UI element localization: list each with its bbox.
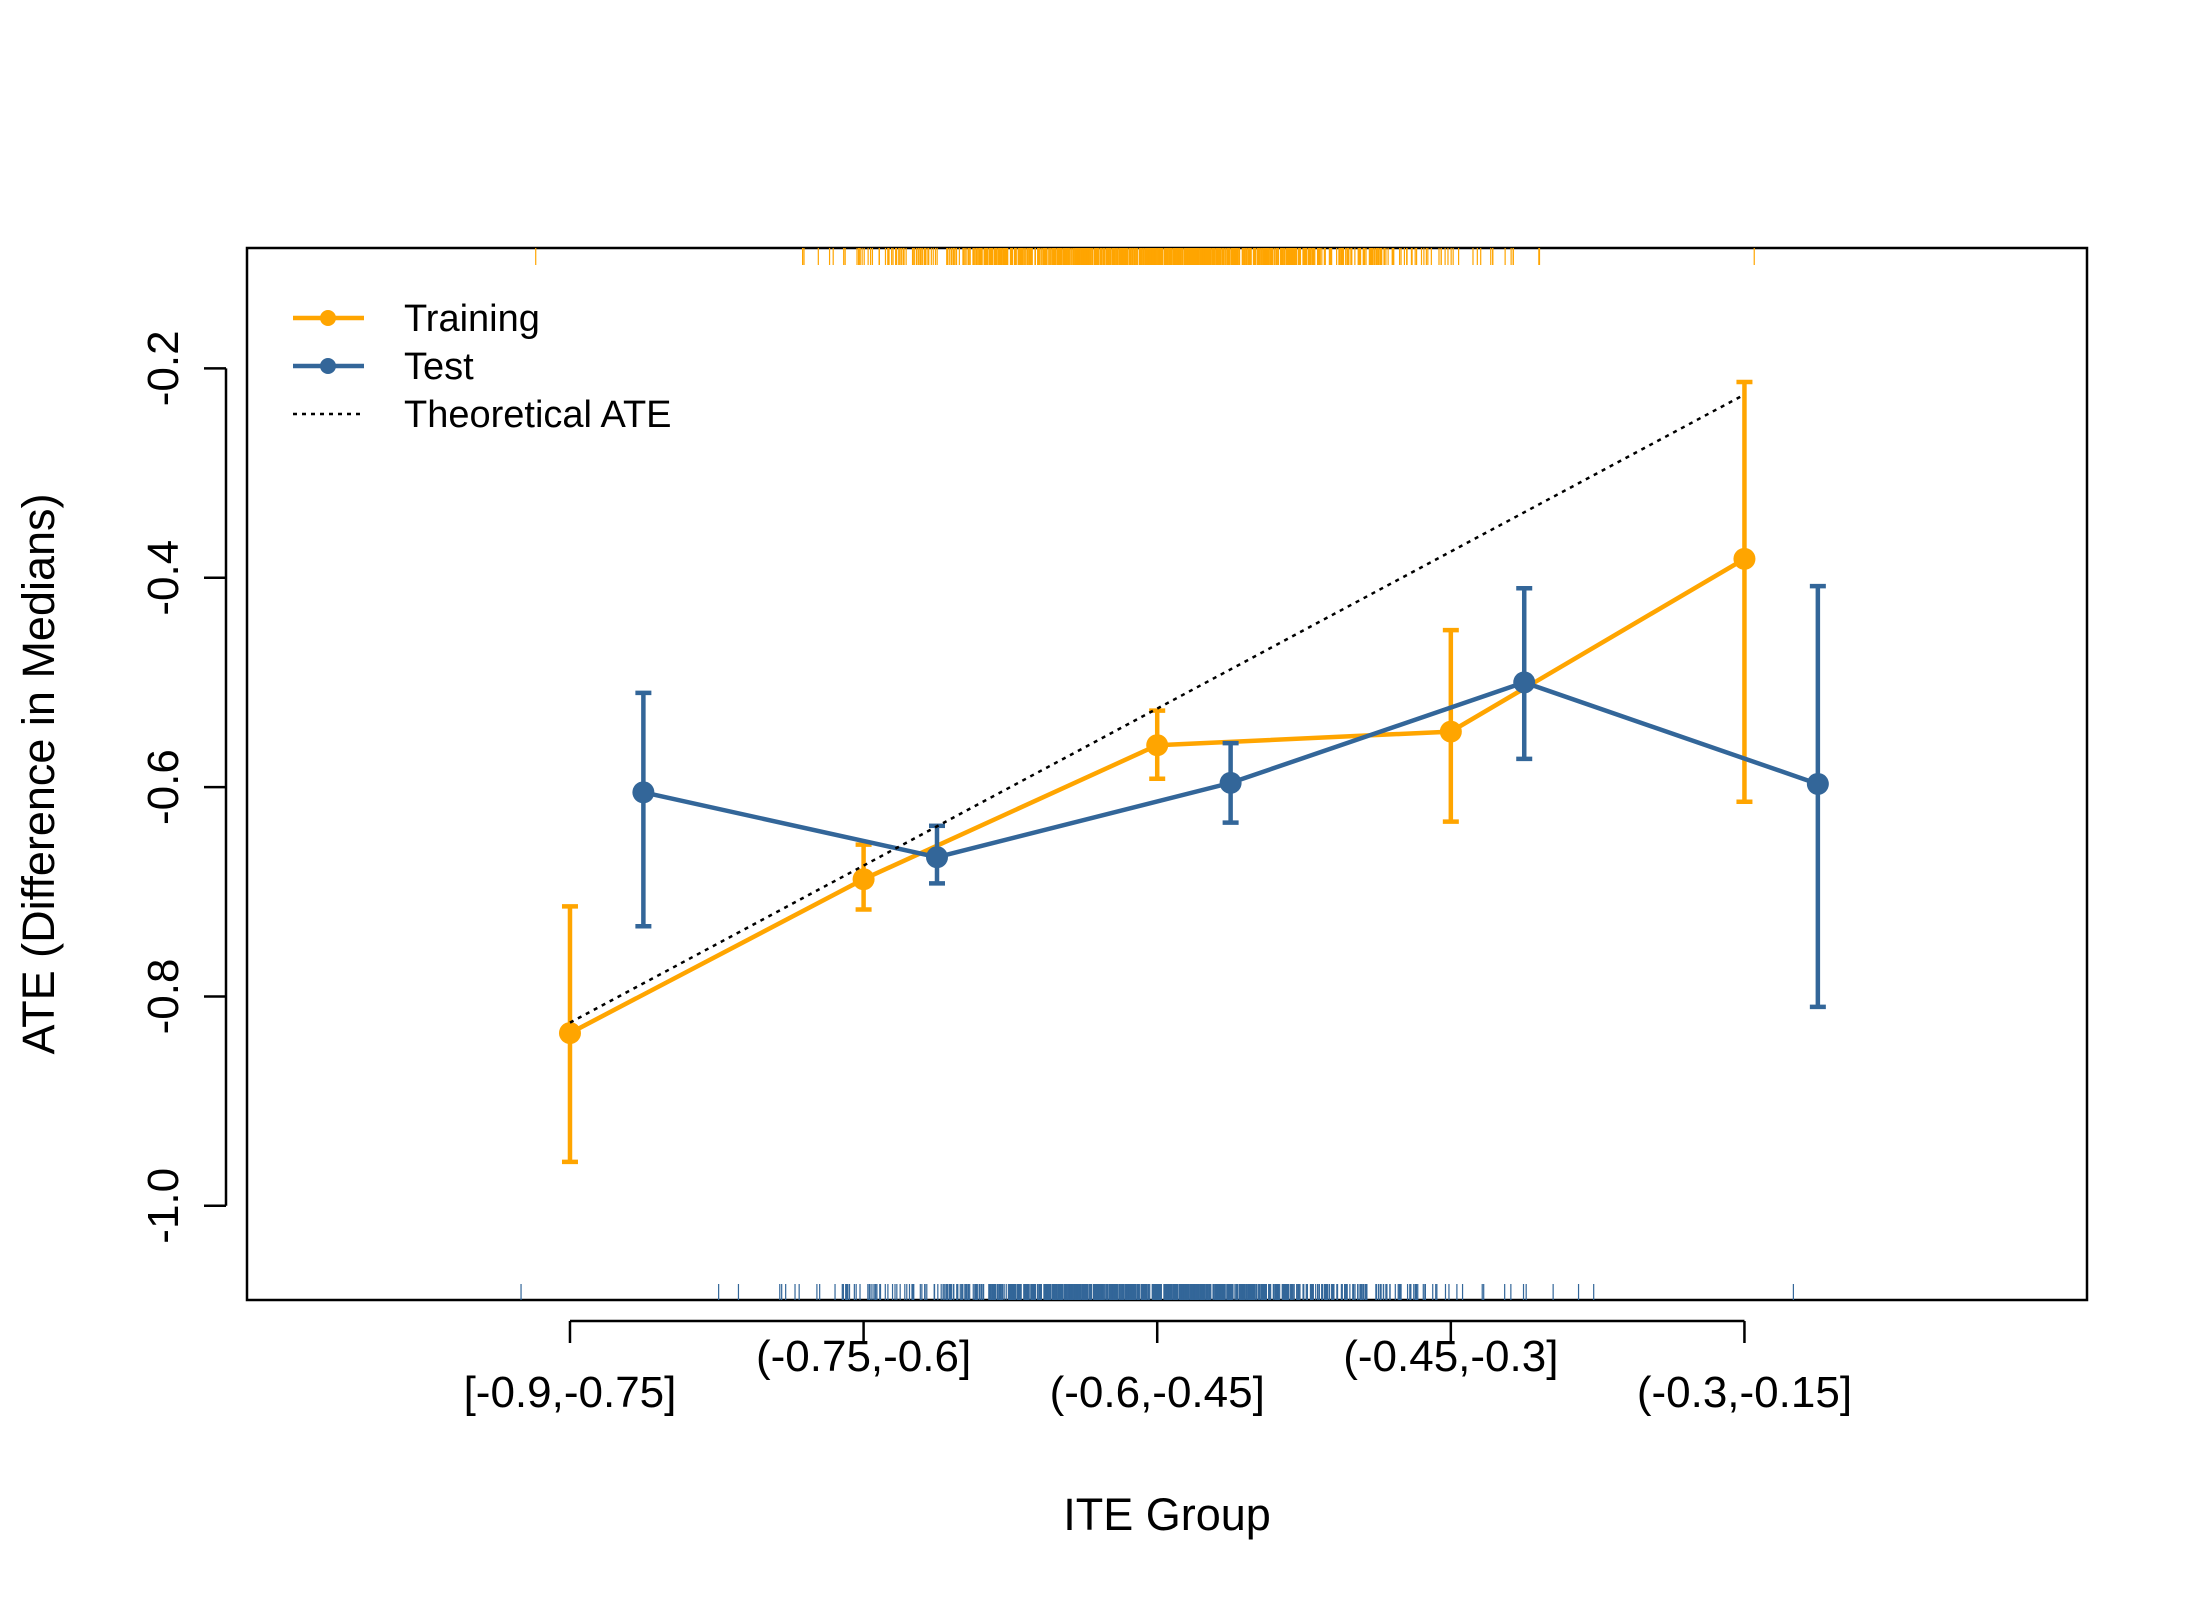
x-tick-label: [-0.9,-0.75] [464, 1368, 677, 1417]
test-point [926, 846, 948, 869]
theoretical-ate-line [569, 393, 1746, 1024]
x-tick-label: (-0.6,-0.45] [1050, 1368, 1265, 1417]
test-point [1806, 772, 1829, 795]
legend: Training Test Theoretical ATE [293, 298, 672, 436]
y-tick-label: -0.2 [139, 330, 188, 406]
y-tick-label: -1.0 [139, 1168, 188, 1244]
x-tick-label: (-0.45,-0.3] [1343, 1332, 1558, 1381]
training-point [1146, 734, 1169, 757]
x-tick-label: (-0.3,-0.15] [1637, 1368, 1852, 1417]
training-rug [535, 248, 1755, 265]
legend-marker-test [320, 358, 336, 374]
x-axis-title: ITE Group [1063, 1489, 1271, 1540]
test-point [1219, 771, 1242, 794]
legend-label-training: Training [404, 298, 540, 340]
x-axis: [-0.9,-0.75] (-0.75,-0.6] (-0.6,-0.45] (-0.… [464, 1319, 1852, 1417]
y-axis: -1.0 -0.8 -0.6 -0.4 -0.2 [139, 330, 228, 1244]
series-layer [558, 379, 1829, 1165]
test-point [632, 781, 655, 804]
test-rug [520, 1284, 1794, 1300]
training-point [852, 868, 875, 891]
legend-label-theoretical-ate: Theoretical ATE [404, 394, 672, 436]
training-point [1733, 547, 1756, 570]
legend-label-test: Test [404, 346, 474, 388]
legend-marker-training [320, 310, 336, 326]
training-point [558, 1022, 581, 1045]
y-tick-label: -0.4 [139, 540, 188, 616]
y-axis-title: ATE (Difference in Medians) [13, 493, 64, 1054]
y-tick-label: -0.8 [139, 959, 188, 1035]
training-point [1439, 720, 1462, 743]
y-tick-label: -0.6 [139, 749, 188, 825]
x-tick-label: (-0.75,-0.6] [756, 1332, 971, 1381]
training-line [568, 556, 1746, 1036]
test-point [1513, 671, 1536, 694]
